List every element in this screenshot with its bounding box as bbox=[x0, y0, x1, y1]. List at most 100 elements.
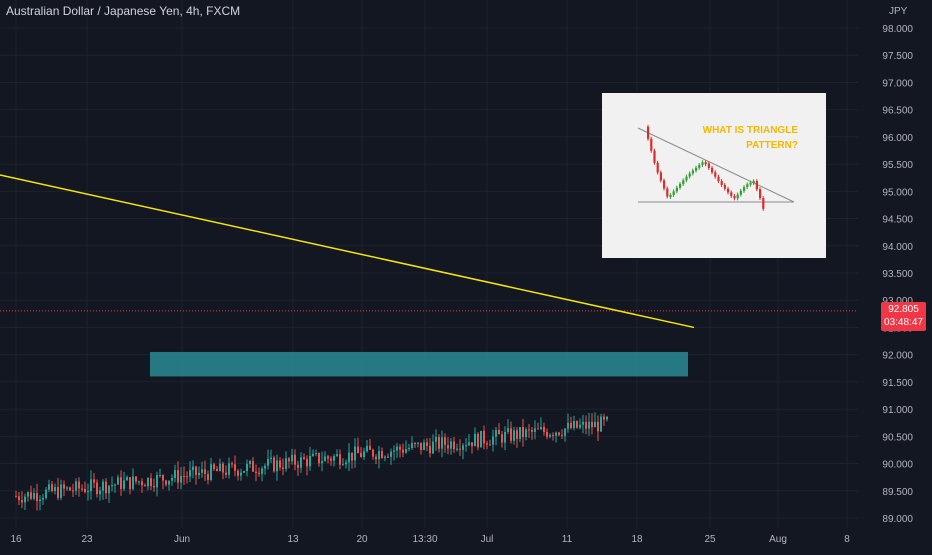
candle-up bbox=[285, 458, 287, 470]
candle-down bbox=[402, 449, 404, 453]
inset-candle-up bbox=[736, 194, 739, 199]
candle-down bbox=[414, 443, 416, 445]
candle-up bbox=[405, 448, 407, 453]
inset-candle-up bbox=[679, 183, 682, 188]
inset-candle-down bbox=[723, 185, 726, 189]
candle-up bbox=[396, 446, 398, 451]
candle-up bbox=[123, 480, 125, 489]
candle-up bbox=[606, 416, 608, 420]
candle-down bbox=[225, 472, 227, 475]
candle-up bbox=[411, 443, 413, 449]
candle-down bbox=[303, 457, 305, 460]
current-price-tag: 92.805 03:48:47 bbox=[881, 302, 926, 331]
candle-up bbox=[507, 428, 509, 432]
candle-up bbox=[60, 484, 62, 498]
x-tick-label: 13 bbox=[287, 534, 299, 545]
candle-down bbox=[498, 429, 500, 435]
candle-down bbox=[150, 477, 152, 487]
y-tick-label: 94.500 bbox=[882, 215, 913, 226]
candle-up bbox=[309, 455, 311, 467]
candle-up bbox=[600, 416, 602, 432]
inset-candle-down bbox=[647, 126, 650, 139]
inset-candle-up bbox=[685, 176, 688, 181]
inset-candle-down bbox=[666, 188, 669, 197]
trendline-layer bbox=[0, 174, 695, 329]
candle-up bbox=[564, 428, 566, 436]
bar-countdown: 03:48:47 bbox=[884, 317, 923, 328]
candle-up bbox=[465, 445, 467, 447]
candle-down bbox=[120, 477, 122, 489]
inset-candle-down bbox=[762, 198, 765, 209]
candle-down bbox=[96, 482, 98, 495]
candle-down bbox=[207, 473, 209, 480]
y-tick-label: 97.000 bbox=[882, 78, 913, 89]
candle-down bbox=[18, 496, 20, 501]
candle-down bbox=[162, 475, 164, 481]
grid bbox=[0, 0, 880, 530]
candle-up bbox=[513, 430, 515, 441]
candle-up bbox=[582, 421, 584, 425]
candle-down bbox=[429, 445, 431, 454]
candle-up bbox=[219, 463, 221, 472]
candle-up bbox=[321, 461, 323, 464]
y-tick-label: 93.500 bbox=[882, 269, 913, 280]
candle-down bbox=[543, 427, 545, 432]
candle-down bbox=[186, 476, 188, 478]
y-tick-label: 91.500 bbox=[882, 378, 913, 389]
candle-down bbox=[222, 463, 224, 473]
candle-down bbox=[141, 481, 143, 486]
candle-up bbox=[378, 451, 380, 460]
descending-trendline bbox=[0, 174, 695, 329]
candle-down bbox=[426, 442, 428, 446]
candle-down bbox=[93, 479, 95, 483]
candle-up bbox=[480, 431, 482, 448]
inset-candle-down bbox=[755, 181, 758, 190]
candle-down bbox=[297, 464, 299, 468]
candle-up bbox=[249, 460, 251, 464]
candle-down bbox=[183, 475, 185, 477]
candle-down bbox=[360, 453, 362, 457]
candle-up bbox=[24, 496, 26, 503]
candle-down bbox=[531, 429, 533, 432]
candle-up bbox=[264, 465, 266, 469]
candle-up bbox=[27, 492, 29, 497]
candle-down bbox=[471, 442, 473, 447]
candle-up bbox=[171, 478, 173, 481]
candle-up bbox=[390, 451, 392, 457]
y-tick-label: 92.000 bbox=[882, 351, 913, 362]
candle-down bbox=[603, 416, 605, 420]
y-tick-label: 89.000 bbox=[882, 514, 913, 525]
candle-down bbox=[375, 456, 377, 460]
candle-up bbox=[66, 487, 68, 489]
candle-up bbox=[300, 457, 302, 468]
candle-up bbox=[228, 463, 230, 475]
inset-candle-up bbox=[675, 187, 678, 192]
candle-up bbox=[45, 489, 47, 498]
time-axis[interactable]: 16 23 Jun 13 20 13:30 Jul 11 18 25 Aug 8 bbox=[0, 528, 932, 550]
y-tick-label: 98.000 bbox=[882, 24, 913, 35]
candle-up bbox=[504, 431, 506, 443]
y-tick-label: 95.000 bbox=[882, 187, 913, 198]
candle-down bbox=[129, 477, 131, 490]
candle-down bbox=[561, 434, 563, 436]
x-tick-label: Aug bbox=[769, 534, 787, 545]
candle-down bbox=[399, 446, 401, 450]
candle-down bbox=[252, 460, 254, 472]
time-axis-bg bbox=[0, 528, 932, 550]
price-axis[interactable]: 98.000 97.500 97.000 96.500 96.000 95.500 95.0… bbox=[858, 0, 932, 550]
candle-up bbox=[363, 451, 365, 457]
candle-up bbox=[588, 421, 590, 429]
candle-down bbox=[72, 490, 74, 492]
inset-candle-down bbox=[663, 180, 666, 189]
inset-candle-down bbox=[653, 150, 656, 163]
candle-up bbox=[408, 448, 410, 450]
candle-up bbox=[333, 456, 335, 461]
candle-down bbox=[372, 449, 374, 457]
candle-up bbox=[114, 484, 116, 486]
inset-candle-down bbox=[717, 176, 720, 182]
candle-down bbox=[282, 467, 284, 470]
inset-candle-down bbox=[656, 162, 659, 173]
y-tick-label: 96.000 bbox=[882, 133, 913, 144]
